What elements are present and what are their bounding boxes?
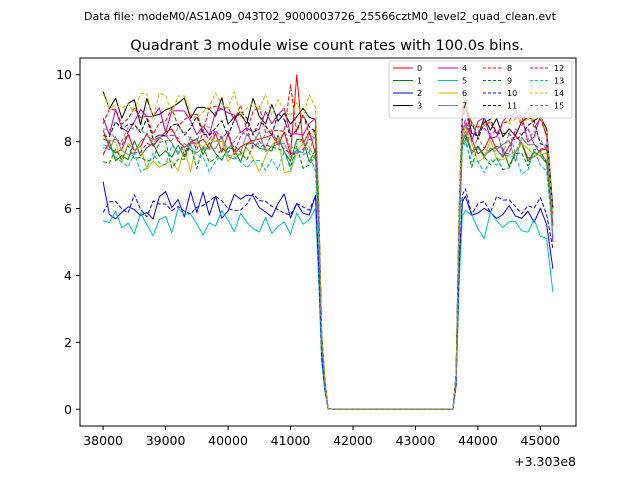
legend-label-15: 15 bbox=[554, 102, 564, 111]
series-line-14 bbox=[102, 91, 554, 410]
y-tick-label: 10 bbox=[56, 67, 72, 82]
x-tick-label: 40000 bbox=[208, 433, 248, 448]
series-line-15 bbox=[103, 123, 554, 410]
legend-label-13: 13 bbox=[554, 77, 564, 86]
series-line-8 bbox=[102, 84, 554, 410]
y-tick-label: 4 bbox=[64, 268, 72, 283]
legend-label-12: 12 bbox=[554, 64, 564, 73]
legend-label-2: 2 bbox=[417, 89, 422, 98]
y-tick-label: 2 bbox=[64, 335, 72, 350]
legend-label-5: 5 bbox=[462, 77, 467, 86]
x-offset-label: +3.303e8 bbox=[514, 454, 576, 469]
legend-label-10: 10 bbox=[507, 89, 517, 98]
legend-label-0: 0 bbox=[417, 64, 422, 73]
x-tick-label: 44000 bbox=[458, 433, 498, 448]
legend-label-7: 7 bbox=[462, 102, 467, 111]
legend-box bbox=[388, 60, 573, 119]
series-line-2 bbox=[102, 181, 554, 410]
plot-frame bbox=[79, 57, 577, 427]
x-tick-label: 41000 bbox=[271, 433, 311, 448]
legend-label-1: 1 bbox=[417, 77, 422, 86]
series-line-10 bbox=[102, 188, 554, 410]
series-line-5 bbox=[102, 207, 554, 410]
series-line-9 bbox=[102, 137, 554, 410]
legend-label-6: 6 bbox=[462, 89, 467, 98]
series-line-12 bbox=[102, 119, 554, 410]
series-line-6 bbox=[102, 126, 554, 410]
series-line-13 bbox=[103, 141, 554, 410]
series-line-3 bbox=[102, 91, 554, 410]
series-line-7 bbox=[102, 130, 554, 410]
x-tick-label: 43000 bbox=[396, 433, 436, 448]
chart-suptitle: Data file: modeM0/AS1A09_043T02_90000037… bbox=[84, 10, 557, 23]
chart-title: Quadrant 3 module wise count rates with … bbox=[130, 38, 524, 54]
legend-label-3: 3 bbox=[417, 102, 422, 111]
plot-lines bbox=[102, 74, 554, 410]
legend-label-9: 9 bbox=[507, 77, 512, 86]
series-line-1 bbox=[102, 134, 554, 410]
x-axis: 38000 39000 40000 41000 42000 43000 44000 45000 bbox=[83, 426, 560, 448]
x-tick-label: 39000 bbox=[146, 433, 186, 448]
legend-label-14: 14 bbox=[554, 89, 564, 98]
y-tick-label: 0 bbox=[64, 402, 72, 417]
legend-label-8: 8 bbox=[507, 64, 512, 73]
y-tick-label: 6 bbox=[64, 201, 72, 216]
x-tick-label: 45000 bbox=[521, 433, 561, 448]
legend-label-4: 4 bbox=[462, 64, 467, 73]
y-tick-label: 8 bbox=[64, 134, 72, 149]
legend-label-11: 11 bbox=[507, 102, 517, 111]
x-tick-label: 42000 bbox=[333, 433, 373, 448]
x-tick-label: 38000 bbox=[83, 433, 123, 448]
series-line-4 bbox=[102, 105, 554, 410]
y-axis: 0 2 4 6 8 10 bbox=[56, 67, 80, 417]
